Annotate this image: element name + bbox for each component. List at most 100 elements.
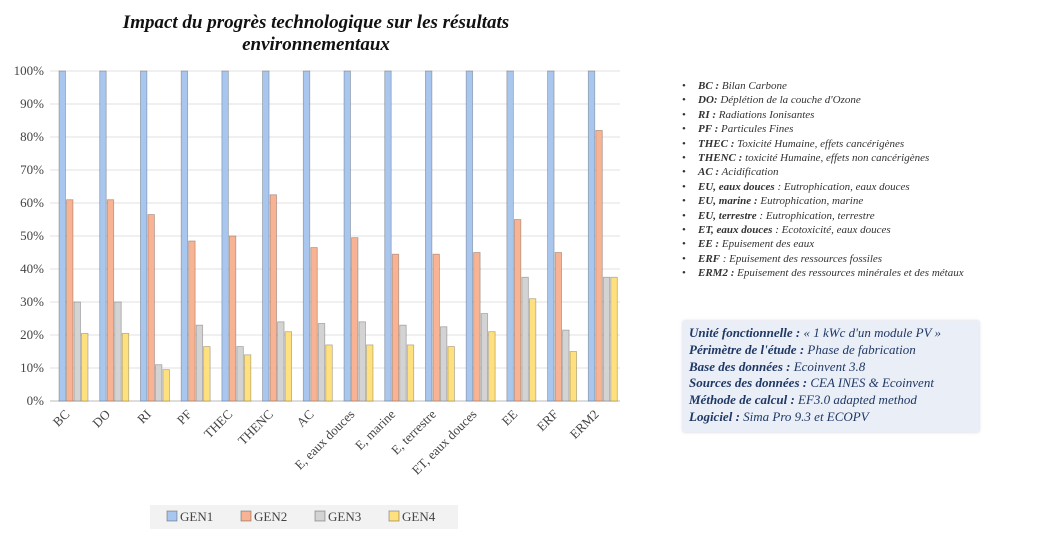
note: ERF : Epuisement des ressources fossiles [682, 252, 964, 266]
legend-swatch [314, 510, 326, 522]
bar [325, 344, 333, 402]
bar [602, 276, 611, 402]
bar [147, 214, 155, 402]
note-text: : Ecotoxicité, eaux douces [775, 224, 891, 237]
y-tick-label: 90% [20, 96, 44, 111]
bar [595, 129, 603, 402]
bar [180, 70, 189, 402]
note-key: DO: [698, 94, 718, 107]
info-line: Logiciel : Sima Pro 9.3 et ECOPV [689, 409, 973, 426]
y-tick-label: 10% [20, 360, 44, 375]
note-text: Particules Fines [721, 123, 794, 136]
bar [440, 326, 448, 402]
note-key: EU, eaux douces [698, 180, 775, 193]
bar [140, 70, 148, 402]
x-tick-label: THENC [235, 407, 276, 448]
legend-swatch [166, 510, 178, 522]
note: EU, marine : Eutrophication, marine [682, 194, 964, 208]
bar [228, 235, 237, 402]
note-text: : Eutrophication, terrestre [759, 209, 875, 222]
bar [269, 194, 277, 402]
info-text: « 1 kWc d'un module PV » [803, 325, 942, 340]
note-key: AC : [698, 166, 720, 179]
info-key: Base des données : [689, 358, 791, 374]
legend-swatch [240, 510, 252, 522]
x-tick-label: RI [134, 407, 154, 427]
y-tick-label: 70% [20, 162, 44, 177]
note-text: : Epuisement des ressources fossiles [722, 252, 883, 265]
x-tick-label: EE [498, 406, 520, 428]
note-key: THENC : [698, 152, 743, 165]
bar [506, 70, 514, 402]
note-text: Bilan Carbone [721, 80, 787, 92]
bar [480, 313, 489, 402]
bar [243, 354, 252, 402]
note-text: toxicité Humaine, effets non cancérigène… [745, 152, 930, 165]
bar [58, 70, 66, 402]
bar [121, 332, 130, 402]
note: ET, eaux douces : Ecotoxicité, eaux douc… [682, 223, 964, 237]
bar [284, 331, 292, 402]
info-line: Périmètre de l'étude : Phase de fabricat… [689, 342, 973, 359]
bar [554, 252, 562, 402]
bar [569, 351, 577, 402]
note-key: RI : [698, 108, 717, 121]
note-key: ET, eaux douces [698, 224, 773, 237]
note-text: Eutrophication, marine [760, 195, 864, 208]
info-text: Phase de fabrication [807, 341, 916, 357]
bar [391, 253, 400, 402]
y-tick-label: 100% [14, 63, 45, 78]
bar [610, 276, 618, 402]
bar [447, 346, 455, 402]
note: BC : Bilan Carbone [682, 79, 964, 93]
notes: BC : Bilan CarboneDO: Déplétion de la co… [682, 79, 964, 281]
bar [384, 70, 392, 402]
y-tick-label: 60% [20, 195, 44, 210]
y-tick-label: 20% [20, 327, 44, 342]
note-text: Toxicité Humaine, effets cancérigènes [737, 137, 905, 150]
bar [66, 199, 74, 402]
bar [562, 329, 570, 402]
note-text: : Eutrophication, eaux douces [777, 180, 910, 193]
bar [73, 301, 81, 402]
note: THENC : toxicité Humaine, effets non can… [682, 151, 964, 165]
y-tick-label: 40% [20, 261, 44, 276]
info-text: EF3.0 adapted method [798, 392, 917, 408]
note: ERM2 : Epuisement des ressources minéral… [682, 266, 964, 280]
bar [465, 70, 474, 402]
bar [310, 247, 318, 402]
info-box: Unité fonctionnelle : « 1 kWc d'un modul… [683, 321, 979, 432]
bar [358, 321, 366, 402]
bar [221, 70, 229, 402]
note-key: ERF [698, 252, 721, 265]
legend-swatch [388, 510, 400, 522]
note: DO: Déplétion de la couche d'Ozone [682, 93, 964, 107]
bar [547, 70, 555, 402]
note-text: Déplétion de la couche d'Ozone [720, 94, 861, 107]
note-key: EE : [698, 238, 720, 251]
legend-label: GEN1 [180, 509, 213, 524]
bar [195, 324, 204, 402]
bar [351, 237, 359, 402]
bar [513, 219, 522, 402]
bar [99, 70, 107, 402]
bar [366, 344, 374, 402]
chart-subtitle: environnementaux [242, 34, 390, 55]
note-key: ERM2 : [698, 267, 735, 280]
bar [236, 346, 244, 402]
note-text: Acidification [721, 166, 779, 179]
legend-label: GEN2 [254, 509, 287, 524]
x-tick-label: BC [50, 407, 73, 430]
legend-label: GEN3 [328, 509, 361, 524]
note: EU, eaux douces : Eutrophication, eaux d… [682, 180, 964, 194]
x-tick-label: AC [293, 407, 316, 430]
y-tick-label: 80% [20, 129, 44, 144]
note-key: THEC : [698, 137, 735, 150]
bar [162, 369, 170, 402]
note: PF : Particules Fines [682, 122, 964, 136]
note: AC : Acidification [682, 165, 964, 179]
bar [343, 70, 351, 402]
info-line: Base des données : Ecoinvent 3.8 [689, 359, 973, 376]
note: EE : Epuisement des eaux [682, 237, 964, 251]
bar [521, 276, 529, 402]
